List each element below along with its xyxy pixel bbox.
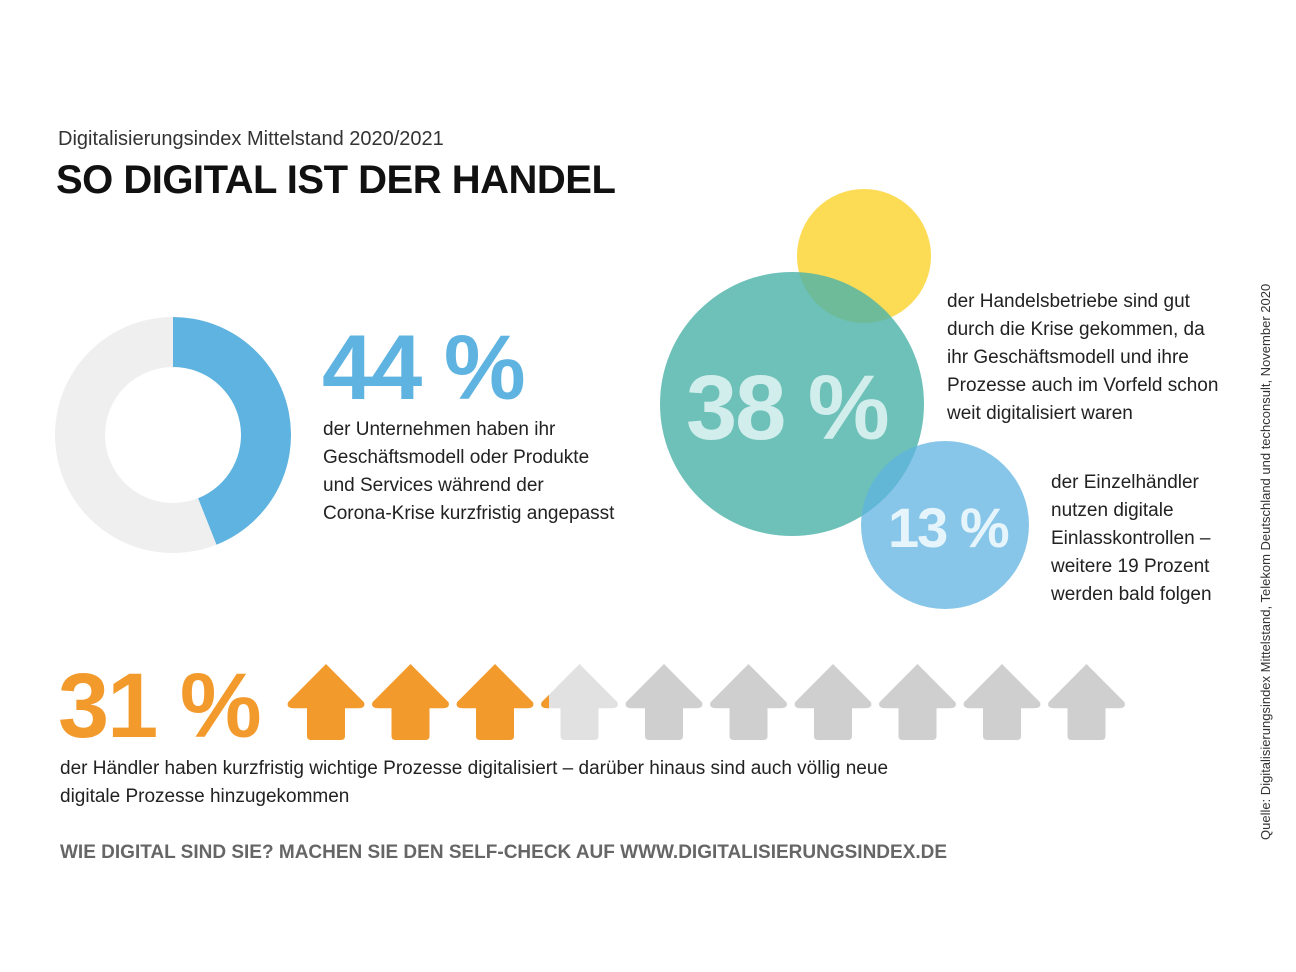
- bubble-13-label: 13 %: [888, 496, 1010, 559]
- self-check-cta: WIE DIGITAL SIND SIE? MACHEN SIE DEN SEL…: [60, 842, 948, 863]
- arrow-icon: [794, 664, 872, 740]
- donut-slice-rest: [55, 317, 217, 553]
- arrow-icon: [963, 664, 1041, 740]
- donut-percent-label: 44 %: [322, 317, 526, 419]
- bubble-38-desc-line: Prozesse auch im Vorfeld schon: [947, 375, 1219, 396]
- source-note: Quelle: Digitalisierungsindex Mittelstan…: [1258, 283, 1273, 840]
- arrow-icon: [372, 664, 449, 740]
- yellow-bubble: [797, 189, 931, 323]
- donut-chart: [55, 317, 291, 553]
- arrows-percent-label: 31 %: [58, 655, 262, 757]
- arrow-icon: [1048, 664, 1125, 740]
- arrow-icon: [541, 664, 618, 740]
- bubble-13-desc-line: nutzen digitale: [1051, 500, 1174, 521]
- arrows-description: der Händler haben kurzfristig wichtige P…: [60, 755, 888, 811]
- bubble-38-description: der Handelsbetriebe sind gut durch die K…: [947, 288, 1218, 428]
- bubble-38-desc-line: der Handelsbetriebe sind gut: [947, 291, 1190, 312]
- donut-desc-line: der Unternehmen haben ihr: [323, 419, 556, 440]
- arrows-desc-line: der Händler haben kurzfristig wichtige P…: [60, 758, 889, 779]
- donut-slice-adapted: [173, 317, 291, 545]
- bubble-13-description: der Einzelhändler nutzen digitale Einlas…: [1051, 469, 1212, 609]
- arrow-icon: [456, 664, 534, 740]
- bubble-13-desc-line: werden bald folgen: [1051, 584, 1212, 605]
- bubble-13-desc-line: der Einzelhändler: [1051, 472, 1199, 493]
- arrow-icon: [287, 664, 365, 740]
- arrow-icon: [710, 664, 787, 740]
- page-title: SO DIGITAL IST DER HANDEL: [56, 158, 616, 202]
- bubble-38-desc-line: ihr Geschäftsmodell und ihre: [947, 347, 1189, 368]
- subtitle: Digitalisierungsindex Mittelstand 2020/2…: [58, 128, 444, 150]
- bubble-13-desc-line: Einlasskontrollen –: [1051, 528, 1211, 549]
- donut-desc-line: Geschäftsmodell oder Produkte: [323, 447, 590, 468]
- bubble-38-label: 38 %: [686, 357, 890, 459]
- bubble-13-desc-line: weitere 19 Prozent: [1051, 556, 1210, 577]
- donut-description: der Unternehmen haben ihr Geschäftsmodel…: [323, 416, 614, 528]
- arrow-icon: [879, 664, 956, 740]
- bubble-38-desc-line: durch die Krise gekommen, da: [947, 319, 1205, 340]
- arrow-icon: [625, 664, 703, 740]
- donut-desc-line: Corona-Krise kurzfristig angepasst: [323, 503, 615, 524]
- donut-desc-line: und Services während der: [323, 475, 544, 496]
- arrows-desc-line: digitale Prozesse hinzugekommen: [60, 786, 350, 807]
- bubble-38-desc-line: weit digitalisiert waren: [947, 403, 1133, 424]
